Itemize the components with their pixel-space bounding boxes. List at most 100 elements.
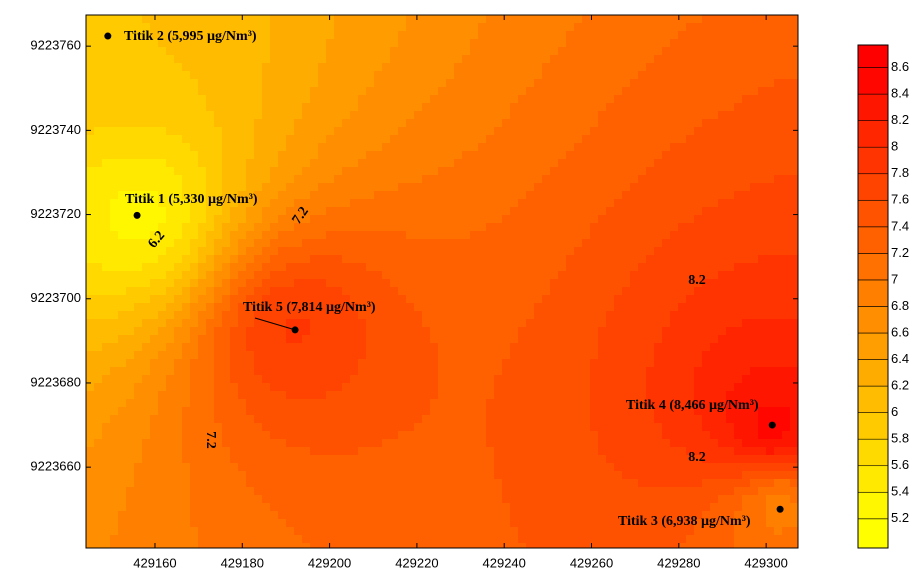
- field-cell: [262, 327, 271, 336]
- field-cell: [526, 343, 535, 352]
- field-cell: [86, 543, 95, 549]
- field-cell: [382, 255, 391, 264]
- field-cell: [158, 143, 167, 152]
- field-cell: [598, 383, 607, 392]
- field-cell: [510, 39, 519, 48]
- field-cell: [278, 327, 287, 336]
- field-cell: [366, 535, 375, 544]
- field-cell: [598, 391, 607, 400]
- field-cell: [438, 319, 447, 328]
- field-cell: [350, 167, 359, 176]
- field-cell: [422, 39, 431, 48]
- field-cell: [366, 207, 375, 216]
- field-cell: [614, 167, 623, 176]
- field-cell: [254, 391, 263, 400]
- field-cell: [118, 447, 127, 456]
- field-cell: [382, 487, 391, 496]
- field-cell: [142, 255, 151, 264]
- field-cell: [622, 167, 631, 176]
- field-cell: [286, 527, 295, 536]
- field-cell: [486, 79, 495, 88]
- field-cell: [326, 391, 335, 400]
- field-cell: [150, 407, 159, 416]
- field-cell: [142, 367, 151, 376]
- field-cell: [110, 223, 119, 232]
- field-cell: [102, 55, 111, 64]
- field-cell: [302, 191, 311, 200]
- field-cell: [574, 303, 583, 312]
- field-cell: [470, 303, 479, 312]
- field-cell: [606, 47, 615, 56]
- field-cell: [454, 103, 463, 112]
- field-cell: [374, 471, 383, 480]
- field-cell: [470, 47, 479, 56]
- field-cell: [214, 279, 223, 288]
- field-cell: [246, 143, 255, 152]
- field-cell: [262, 119, 271, 128]
- field-cell: [86, 511, 95, 520]
- field-cell: [470, 15, 479, 24]
- field-cell: [342, 255, 351, 264]
- field-cell: [430, 111, 439, 120]
- field-cell: [406, 183, 415, 192]
- field-cell: [478, 151, 487, 160]
- field-cell: [158, 119, 167, 128]
- field-cell: [422, 439, 431, 448]
- field-cell: [574, 239, 583, 248]
- field-cell: [182, 375, 191, 384]
- field-cell: [182, 327, 191, 336]
- field-cell: [438, 167, 447, 176]
- field-cell: [606, 303, 615, 312]
- field-cell: [294, 287, 303, 296]
- field-cell: [566, 55, 575, 64]
- field-cell: [206, 543, 215, 549]
- field-cell: [390, 79, 399, 88]
- field-cell: [614, 23, 623, 32]
- field-cell: [198, 359, 207, 368]
- field-cell: [350, 407, 359, 416]
- field-cell: [286, 167, 295, 176]
- field-cell: [86, 535, 95, 544]
- field-cell: [102, 471, 111, 480]
- field-cell: [238, 231, 247, 240]
- field-cell: [286, 295, 295, 304]
- field-cell: [198, 255, 207, 264]
- field-cell: [670, 127, 679, 136]
- field-cell: [310, 103, 319, 112]
- field-cell: [518, 143, 527, 152]
- field-cell: [206, 199, 215, 208]
- field-cell: [206, 471, 215, 480]
- field-cell: [454, 151, 463, 160]
- field-cell: [126, 447, 135, 456]
- field-cell: [454, 479, 463, 488]
- field-cell: [598, 231, 607, 240]
- field-cell: [454, 511, 463, 520]
- field-cell: [662, 391, 671, 400]
- field-cell: [374, 423, 383, 432]
- field-cell: [438, 335, 447, 344]
- field-cell: [334, 519, 343, 528]
- field-cell: [630, 23, 639, 32]
- field-cell: [622, 351, 631, 360]
- field-cell: [254, 383, 263, 392]
- field-cell: [334, 311, 343, 320]
- field-cell: [142, 215, 151, 224]
- field-cell: [270, 151, 279, 160]
- field-cell: [238, 431, 247, 440]
- field-cell: [638, 47, 647, 56]
- field-cell: [286, 239, 295, 248]
- field-cell: [246, 463, 255, 472]
- field-cell: [374, 367, 383, 376]
- field-cell: [438, 31, 447, 40]
- field-cell: [470, 351, 479, 360]
- field-cell: [574, 391, 583, 400]
- field-cell: [118, 487, 127, 496]
- field-cell: [630, 535, 639, 544]
- field-cell: [158, 39, 167, 48]
- field-cell: [278, 399, 287, 408]
- field-cell: [654, 23, 663, 32]
- field-cell: [158, 535, 167, 544]
- field-cell: [550, 39, 559, 48]
- field-cell: [534, 519, 543, 528]
- field-cell: [246, 175, 255, 184]
